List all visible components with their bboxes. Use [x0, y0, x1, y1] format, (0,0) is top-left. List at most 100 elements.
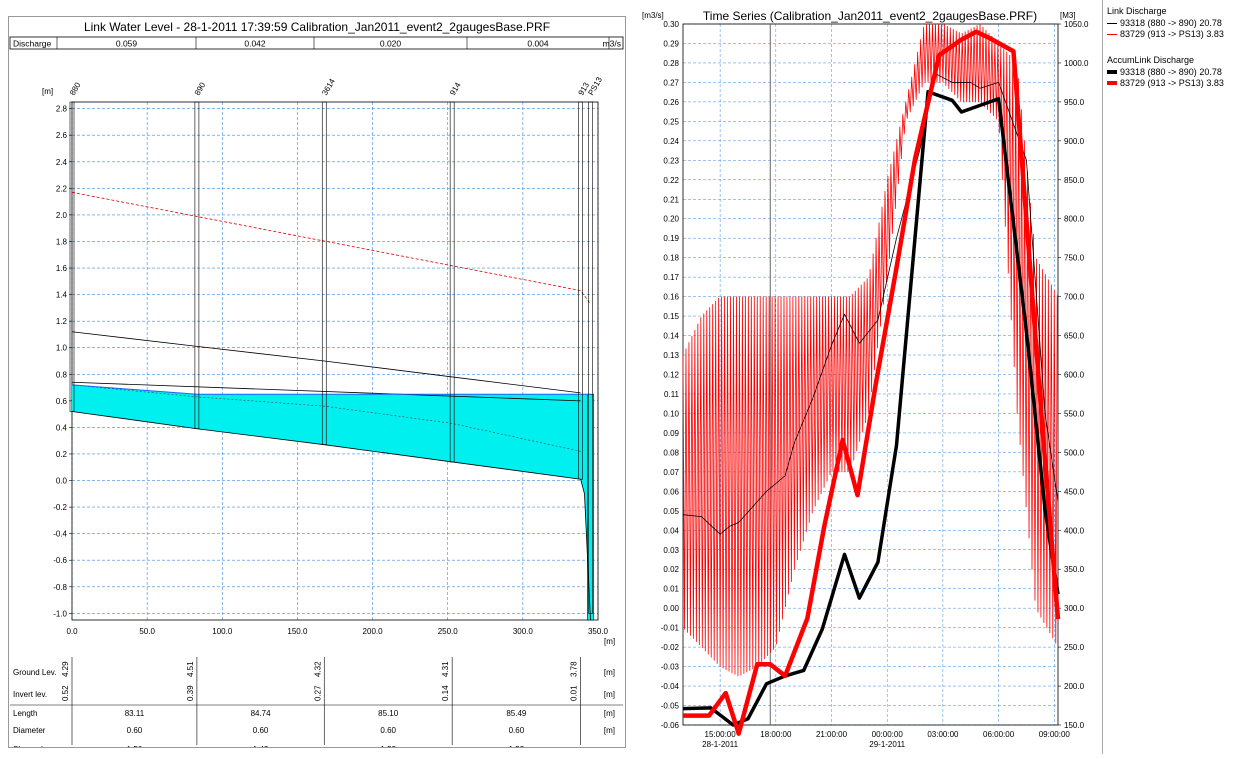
discharge-unit: m3/s	[603, 39, 621, 49]
legend-item[interactable]: 83729 (913 -> PS13) 3.83	[1107, 29, 1224, 39]
y-tick-label: 2.0	[56, 211, 68, 220]
manhole	[578, 101, 583, 480]
ground-level-value: 4.31	[441, 661, 450, 677]
manhole	[449, 101, 455, 463]
y-tick-label: 0.23	[663, 156, 679, 165]
node-label: 880	[68, 80, 83, 97]
invert-level-value: 0.01	[570, 685, 579, 701]
y-tick-label: 0.10	[663, 409, 679, 418]
y2-tick-label: 350.0	[1064, 565, 1085, 574]
y-tick-label: 0.29	[663, 39, 679, 48]
diameter-value: 0.60	[380, 726, 396, 735]
y-tick-label: 0.25	[663, 117, 679, 126]
y-tick-label: 0.07	[663, 468, 679, 477]
length-value: 85.10	[378, 709, 399, 718]
y-tick-label: 2.8	[56, 105, 68, 114]
y-tick-label: 1.0	[56, 344, 68, 353]
y2-tick-label: 150.0	[1064, 721, 1085, 730]
y-tick-label: 0.19	[663, 234, 679, 243]
row-label-slope: Slope o/oo	[13, 745, 52, 747]
x-date-label: 29-1-2011	[869, 740, 905, 749]
y-tick-label: 0.04	[663, 526, 679, 535]
y2-tick-label: 1050.0	[1064, 20, 1089, 29]
ground-level-value: 4.32	[313, 661, 322, 677]
y-tick-label: 0.24	[663, 137, 679, 146]
y2-tick-label: 800.0	[1064, 215, 1085, 224]
ground-level-value: 3.78	[570, 661, 579, 677]
y-tick-label: 0.15	[663, 312, 679, 321]
timeseries-title: Time Series (Calibration_Jan2011_event2_…	[703, 9, 1037, 23]
y-tick-label: 2.2	[56, 184, 68, 193]
y-axis-label: [m3/s]	[642, 11, 664, 20]
y-tick-label: 0.4	[56, 423, 68, 432]
y2-tick-label: 450.0	[1064, 487, 1085, 496]
discharge-label: Discharge	[13, 39, 52, 49]
profile-chart: Link Water Level - 28-1-2011 17:39:59 Ca…	[9, 20, 624, 754]
legend-item[interactable]: 93318 (880 -> 890) 20.78	[1107, 18, 1222, 28]
energy-line	[71, 191, 591, 305]
plot-frame	[71, 101, 599, 621]
manhole	[588, 101, 593, 614]
y-tick-label: 0.14	[663, 332, 679, 341]
node-label: 3614	[320, 77, 337, 97]
y-tick-label: -0.05	[661, 702, 680, 711]
y-tick-label: -1.0	[53, 609, 67, 618]
node-label: 914	[448, 80, 463, 97]
y-tick-label: 0.16	[663, 293, 679, 302]
y-tick-label: 0.2	[56, 450, 68, 459]
ground-line	[71, 331, 581, 394]
y-tick-label: 0.03	[663, 546, 679, 555]
x-date-label: 28-1-2011	[702, 740, 738, 749]
y2-tick-label: 650.0	[1064, 332, 1085, 341]
y-tick-label: 0.09	[663, 429, 679, 438]
profile-title: Link Water Level - 28-1-2011 17:39:59 Ca…	[84, 20, 550, 34]
discharge-value: 0.004	[527, 39, 549, 49]
water-fill	[72, 384, 591, 620]
series-line	[682, 90, 1060, 727]
legend-group1-title: Link Discharge	[1107, 6, 1167, 16]
y-tick-label: 0.27	[663, 78, 679, 87]
y2-tick-label: 750.0	[1064, 254, 1085, 263]
x-tick-label: 15:00:00	[705, 730, 737, 739]
invert-level-value: 0.14	[441, 685, 450, 701]
legend-item[interactable]: 83729 (913 -> PS13) 3.83	[1107, 78, 1224, 88]
y-tick-label: 0.22	[663, 176, 679, 185]
y-tick-label: -0.01	[661, 624, 680, 633]
y2-tick-label: 300.0	[1064, 604, 1085, 613]
y-tick-label: 1.6	[56, 264, 68, 273]
y-tick-label: 0.21	[663, 195, 679, 204]
length-value: 84.74	[251, 709, 272, 718]
line-swatch-icon	[1107, 33, 1117, 35]
diameter-value: 0.60	[127, 726, 143, 735]
y-tick-label: 0.13	[663, 351, 679, 360]
legend-panel: Link Discharge 93318 (880 -> 890) 20.78 …	[1102, 0, 1237, 754]
timeseries-chart: [m3/s] [M3] Time Series (Calibration_Jan20…	[642, 9, 1089, 749]
legend-item[interactable]: 93318 (880 -> 890) 20.78	[1107, 67, 1222, 77]
y-tick-label: -0.2	[53, 503, 67, 512]
series-line	[683, 29, 1061, 736]
line-swatch-icon	[1107, 22, 1117, 24]
x-tick-label: 21:00:00	[816, 730, 848, 739]
row-unit: [m]	[604, 726, 615, 735]
manhole	[69, 101, 75, 412]
y2-tick-label: 550.0	[1064, 409, 1085, 418]
y2-tick-label: 500.0	[1064, 448, 1085, 457]
x-tick-label: 00:00:00	[872, 730, 904, 739]
length-value: 83.11	[125, 709, 145, 718]
y2-tick-label: 700.0	[1064, 293, 1085, 302]
row-unit: [m]	[604, 709, 615, 718]
y2-tick-label: 400.0	[1064, 526, 1085, 535]
diameter-value: 0.60	[253, 726, 269, 735]
y-tick-label: 0.28	[663, 59, 679, 68]
diameter-value: 0.60	[509, 726, 525, 735]
invert-level-value: 0.52	[61, 685, 70, 701]
invert-level-value: 0.39	[186, 685, 195, 701]
y-tick-label: 0.17	[663, 273, 679, 282]
y-tick-label: -0.8	[53, 583, 67, 592]
line-swatch-icon	[1107, 81, 1117, 85]
slope-value: 1.52	[509, 745, 525, 747]
y-tick-label: -0.04	[661, 682, 680, 691]
y2-axis-label: [M3]	[1060, 11, 1076, 20]
x-tick-label: 09:00:00	[1039, 730, 1071, 739]
row-label-length: Length	[13, 709, 37, 718]
